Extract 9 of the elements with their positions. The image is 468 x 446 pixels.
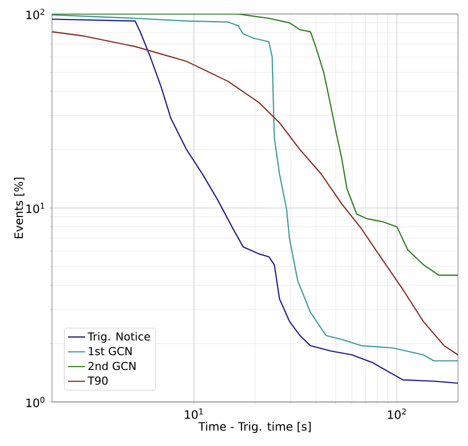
legend-label: 2nd GCN	[88, 362, 136, 370]
legend-label: T90	[88, 376, 108, 385]
y-tick-label: 10$^{0}$	[26, 396, 44, 408]
legend-label: Trig. Notice	[88, 332, 150, 343]
x-axis-title: Time - Trig. time [s]	[198, 422, 311, 433]
y-tick-label: 10$^{1}$	[26, 202, 44, 214]
y-tick-label: 10$^{2}$	[26, 8, 44, 20]
y-axis-title: Events [%]	[14, 178, 24, 238]
legend-label: 1st GCN	[88, 346, 132, 356]
